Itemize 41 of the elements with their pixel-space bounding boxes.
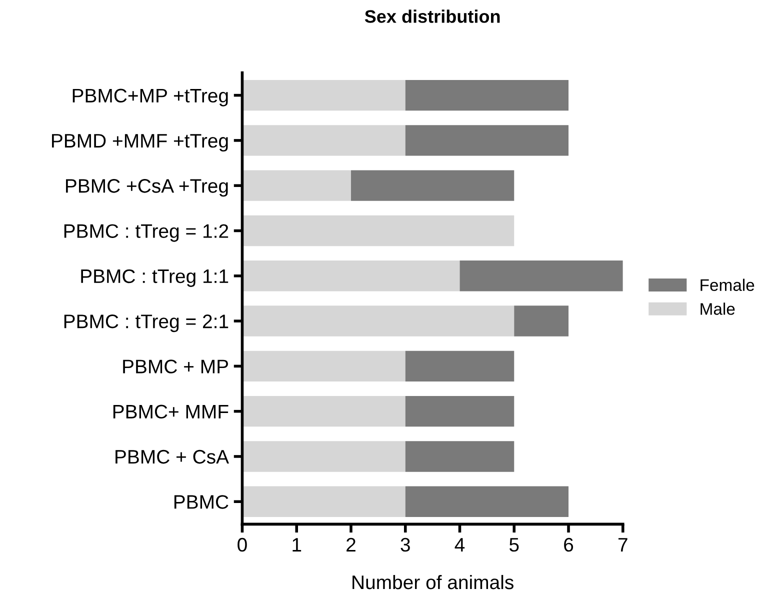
y-tick-label: PBMC +CsA +Treg xyxy=(66,179,228,197)
bar xyxy=(405,125,569,156)
y-tick-label: PBMC xyxy=(174,495,228,509)
bar xyxy=(242,170,351,201)
bar xyxy=(242,80,406,111)
y-tick-label: PBMC : tTreg 1:1 xyxy=(81,269,228,287)
x-tick-label: 2 xyxy=(346,538,356,552)
bar xyxy=(405,350,514,382)
bar xyxy=(242,486,406,517)
legend-label: Male xyxy=(700,302,735,315)
x-tick-label: 4 xyxy=(454,538,465,552)
x-tick-label: 3 xyxy=(400,538,410,552)
bar xyxy=(405,486,569,517)
bar xyxy=(514,306,569,336)
bar xyxy=(405,80,569,111)
x-tick-label: 1 xyxy=(292,538,302,552)
legend-label: Female xyxy=(700,278,754,291)
x-tick-label: 0 xyxy=(238,538,247,552)
y-tick-label: PBMC + CsA xyxy=(116,450,229,464)
y-tick-label: PBMC : tTreg = 2:1 xyxy=(64,314,228,332)
bar xyxy=(460,260,623,292)
x-axis-title: Number of animals xyxy=(352,574,514,590)
bar xyxy=(242,306,514,336)
bar xyxy=(242,125,406,156)
bar xyxy=(242,260,460,292)
y-tick-label: PBMD +MMF +tTreg xyxy=(52,134,228,152)
bar xyxy=(350,170,514,201)
bar xyxy=(242,215,514,246)
bar xyxy=(405,396,514,427)
x-tick-label: 7 xyxy=(618,538,628,552)
x-tick-label: 5 xyxy=(510,538,519,552)
bar xyxy=(405,441,514,472)
chart-title: Sex distribution xyxy=(364,10,500,23)
y-tick-label: PBMC+ MMF xyxy=(113,404,228,419)
x-tick-label: 6 xyxy=(564,538,574,552)
bar xyxy=(242,396,406,427)
bar xyxy=(242,441,406,472)
y-tick-label: PBMC + MP xyxy=(123,360,228,374)
bar xyxy=(242,350,406,382)
y-tick-label: PBMC+MP +tTreg xyxy=(72,88,228,106)
y-tick-label: PBMC : tTreg = 1:2 xyxy=(64,224,228,242)
